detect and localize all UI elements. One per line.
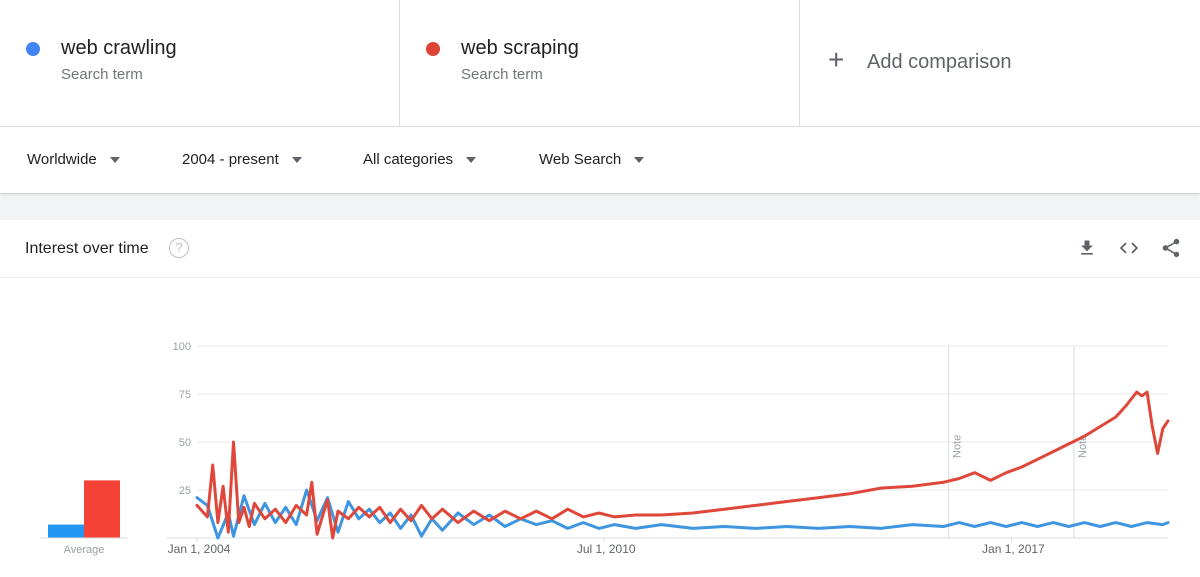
caret-down-icon: [291, 157, 302, 163]
section-gap: [0, 196, 1200, 220]
term-name: web crawling: [61, 37, 177, 59]
region-dropdown[interactable]: Worldwide: [27, 151, 120, 168]
note-label: Note: [1077, 435, 1089, 458]
category-value: All categories: [363, 151, 454, 168]
average-bars: Average: [40, 480, 128, 556]
chart-gridlines: 100 75 50 25 Note Note: [167, 341, 1168, 539]
search-type-dropdown[interactable]: Web Search: [539, 151, 645, 168]
term-color-dot: [26, 42, 40, 56]
search-type-value: Web Search: [539, 151, 622, 168]
plus-icon: +: [828, 44, 845, 75]
y-tick-label: 25: [179, 485, 191, 497]
x-tick-label: Jul 1, 2010: [577, 542, 636, 556]
add-comparison-label: Add comparison: [867, 51, 1012, 73]
term-web-scraping[interactable]: web scraping Search term: [400, 0, 800, 126]
term-web-crawling[interactable]: web crawling Search term: [0, 0, 400, 126]
average-label: Average: [64, 544, 105, 556]
embed-icon[interactable]: [1115, 234, 1143, 262]
x-axis-ticks: Jan 1, 2004 Jul 1, 2010 Jan 1, 2017: [168, 538, 1045, 556]
series-line-web-crawling: [195, 488, 1170, 540]
card-header: Interest over time ?: [0, 220, 1200, 278]
search-terms-bar: web crawling Search term web scraping Se…: [0, 0, 1200, 127]
term-name: web scraping: [461, 37, 579, 59]
category-dropdown[interactable]: All categories: [363, 151, 477, 168]
caret-down-icon: [634, 157, 645, 163]
average-bar-web-crawling: [48, 524, 84, 538]
help-icon[interactable]: ?: [169, 238, 189, 258]
term-color-dot: [426, 42, 440, 56]
series-line-web-scraping: [195, 390, 1170, 540]
caret-down-icon: [466, 157, 477, 163]
y-tick-label: 75: [179, 389, 191, 401]
y-tick-label: 100: [173, 341, 191, 353]
card-title: Interest over time: [25, 240, 149, 257]
term-type: Search term: [461, 66, 543, 83]
average-bar-web-scraping: [84, 480, 120, 538]
interest-over-time-card: Interest over time ? Average 100 75 50 25 No…: [0, 220, 1200, 577]
add-comparison-button[interactable]: + Add comparison: [800, 0, 1200, 126]
interest-chart[interactable]: Average 100 75 50 25 Note Note Jan 1, 2004 Jul…: [0, 220, 1200, 577]
chart-series: [195, 390, 1170, 540]
time-range-value: 2004 - present: [182, 151, 279, 168]
time-range-dropdown[interactable]: 2004 - present: [182, 151, 302, 168]
filters-bar: Worldwide 2004 - present All categories …: [0, 127, 1200, 194]
caret-down-icon: [109, 157, 120, 163]
note-label: Note: [952, 435, 964, 458]
download-icon[interactable]: [1073, 234, 1101, 262]
x-tick-label: Jan 1, 2004: [168, 542, 231, 556]
term-type: Search term: [61, 66, 143, 83]
region-value: Worldwide: [27, 151, 97, 168]
share-icon[interactable]: [1157, 234, 1185, 262]
x-tick-label: Jan 1, 2017: [982, 542, 1045, 556]
y-tick-label: 50: [179, 437, 191, 449]
